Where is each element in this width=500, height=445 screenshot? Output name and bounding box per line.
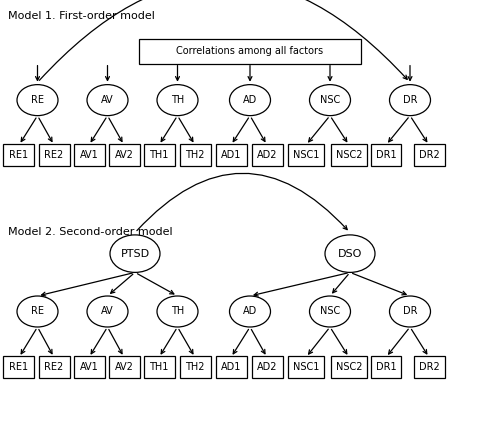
FancyBboxPatch shape	[216, 144, 246, 166]
Text: RE: RE	[31, 95, 44, 105]
FancyBboxPatch shape	[370, 356, 402, 378]
FancyBboxPatch shape	[414, 144, 444, 166]
Text: AV: AV	[101, 307, 114, 316]
Ellipse shape	[230, 85, 270, 116]
FancyBboxPatch shape	[74, 356, 104, 378]
Text: AD: AD	[243, 95, 257, 105]
FancyBboxPatch shape	[331, 356, 367, 378]
Text: Model 1. First-order model: Model 1. First-order model	[8, 11, 154, 21]
Text: AV1: AV1	[80, 362, 98, 372]
FancyBboxPatch shape	[38, 144, 70, 166]
Text: TH1: TH1	[150, 362, 169, 372]
Text: AD2: AD2	[257, 150, 277, 160]
Text: DR: DR	[403, 95, 417, 105]
Text: RE1: RE1	[10, 150, 29, 160]
Text: RE2: RE2	[44, 362, 64, 372]
Text: TH2: TH2	[185, 150, 205, 160]
Text: DR1: DR1	[376, 362, 396, 372]
FancyBboxPatch shape	[144, 144, 174, 166]
FancyBboxPatch shape	[108, 356, 140, 378]
Text: AV1: AV1	[80, 150, 98, 160]
Text: AD: AD	[243, 307, 257, 316]
FancyBboxPatch shape	[414, 356, 444, 378]
FancyBboxPatch shape	[4, 144, 34, 166]
Text: DR2: DR2	[418, 362, 440, 372]
Text: Correlations among all factors: Correlations among all factors	[176, 46, 324, 56]
FancyBboxPatch shape	[38, 356, 70, 378]
Text: TH: TH	[171, 95, 184, 105]
FancyBboxPatch shape	[180, 144, 210, 166]
Ellipse shape	[17, 85, 58, 116]
Text: RE1: RE1	[10, 362, 29, 372]
Text: DR1: DR1	[376, 150, 396, 160]
Text: DSO: DSO	[338, 249, 362, 259]
Text: RE: RE	[31, 307, 44, 316]
FancyBboxPatch shape	[370, 144, 402, 166]
Text: AV2: AV2	[114, 362, 134, 372]
Text: AV2: AV2	[114, 150, 134, 160]
Text: NSC: NSC	[320, 307, 340, 316]
Ellipse shape	[390, 85, 430, 116]
Ellipse shape	[17, 296, 58, 327]
Ellipse shape	[310, 85, 350, 116]
FancyBboxPatch shape	[216, 356, 246, 378]
Text: DR: DR	[403, 307, 417, 316]
Text: NSC1: NSC1	[293, 150, 319, 160]
FancyBboxPatch shape	[74, 144, 104, 166]
Ellipse shape	[87, 85, 128, 116]
FancyBboxPatch shape	[288, 144, 324, 166]
Ellipse shape	[87, 296, 128, 327]
Text: NSC2: NSC2	[336, 150, 362, 160]
Text: TH1: TH1	[150, 150, 169, 160]
FancyBboxPatch shape	[288, 356, 324, 378]
Text: AD2: AD2	[257, 362, 277, 372]
Ellipse shape	[157, 85, 198, 116]
Ellipse shape	[230, 296, 270, 327]
Text: PTSD: PTSD	[120, 249, 150, 259]
Text: NSC: NSC	[320, 95, 340, 105]
Ellipse shape	[310, 296, 350, 327]
FancyBboxPatch shape	[139, 39, 361, 64]
Text: DR2: DR2	[418, 150, 440, 160]
FancyBboxPatch shape	[331, 144, 367, 166]
Text: AD1: AD1	[221, 150, 241, 160]
FancyBboxPatch shape	[180, 356, 210, 378]
FancyBboxPatch shape	[252, 144, 282, 166]
Ellipse shape	[325, 235, 375, 272]
Text: NSC2: NSC2	[336, 362, 362, 372]
Ellipse shape	[390, 296, 430, 327]
Text: RE2: RE2	[44, 150, 64, 160]
Text: NSC1: NSC1	[293, 362, 319, 372]
FancyBboxPatch shape	[252, 356, 282, 378]
Ellipse shape	[110, 235, 160, 272]
Text: TH2: TH2	[185, 362, 205, 372]
FancyBboxPatch shape	[144, 356, 174, 378]
Text: TH: TH	[171, 307, 184, 316]
Text: AD1: AD1	[221, 362, 241, 372]
Ellipse shape	[157, 296, 198, 327]
FancyBboxPatch shape	[108, 144, 140, 166]
Text: Model 2. Second-order model: Model 2. Second-order model	[8, 227, 172, 237]
FancyBboxPatch shape	[4, 356, 34, 378]
Text: AV: AV	[101, 95, 114, 105]
